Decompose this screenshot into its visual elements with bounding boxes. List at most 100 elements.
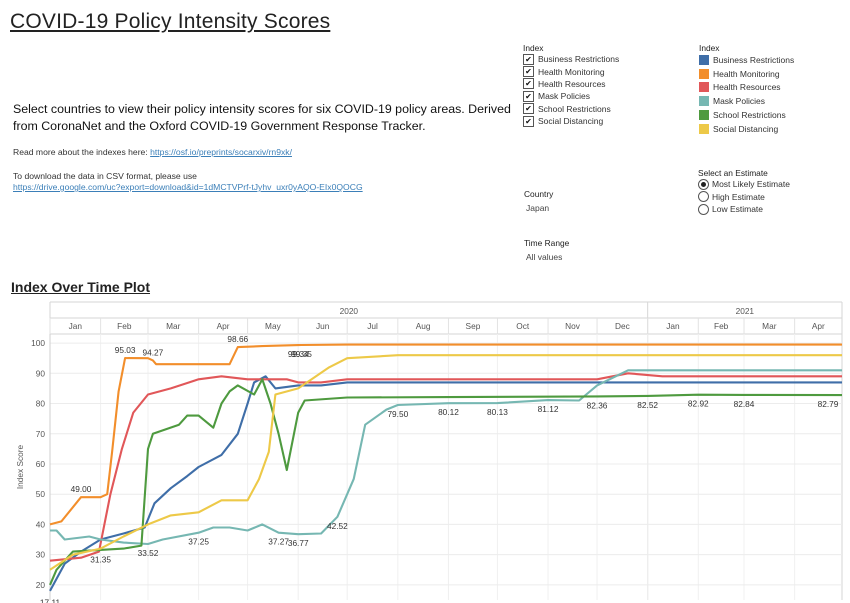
legend-label: Health Monitoring [713, 68, 780, 79]
radio-button[interactable] [698, 178, 709, 190]
legend-label: School Restrictions [713, 110, 786, 121]
data-label: 80.13 [487, 407, 508, 417]
month-label: Feb [714, 321, 729, 331]
checkbox-label: Health Monitoring [538, 66, 605, 77]
estimate-option[interactable]: High Estimate [698, 191, 790, 204]
series-line[interactable] [49, 372, 842, 562]
download-info: To download the data in CSV format, plea… [13, 171, 363, 193]
data-label: 82.36 [587, 400, 608, 410]
index-checkbox-row[interactable]: ✔ Health Monitoring [523, 65, 619, 78]
data-label: 42.52 [327, 521, 348, 531]
time-range-title: Time Range [524, 238, 570, 248]
legend-item[interactable]: Mask Policies [699, 94, 794, 108]
estimate-label: High Estimate [712, 191, 765, 202]
month-label: Apr [812, 321, 825, 331]
download-text: To download the data in CSV format, plea… [13, 171, 197, 181]
estimate-selector: Select an Estimate Most Likely Estimate H… [698, 168, 790, 216]
legend-label: Business Restrictions [713, 54, 795, 65]
series-line[interactable] [49, 378, 843, 586]
legend-title: Index [699, 43, 720, 53]
data-label: 99.34 [288, 349, 309, 359]
data-label: 95.03 [115, 345, 136, 355]
series-line[interactable] [49, 354, 842, 571]
legend-item[interactable]: Business Restrictions [699, 53, 794, 67]
checkbox-label: Social Distancing [538, 116, 604, 127]
data-label: 98.66 [227, 334, 248, 344]
checkbox[interactable]: ✔ [523, 115, 534, 127]
checkbox[interactable]: ✔ [523, 78, 534, 90]
country-filter[interactable]: Country Japan [524, 189, 553, 213]
month-label: May [265, 321, 282, 331]
legend-label: Social Distancing [713, 123, 779, 134]
year-label: 2020 [340, 306, 359, 316]
index-filter: Index ✔ Business Restrictions ✔ Health Moni… [523, 43, 619, 127]
read-more-text: Read more about the indexes here: [13, 147, 151, 157]
legend-label: Health Resources [713, 82, 781, 93]
y-tick-label: 90 [36, 368, 46, 378]
index-filter-title: Index [523, 43, 544, 53]
legend-item[interactable]: Health Resources [699, 81, 794, 95]
data-label: 37.25 [188, 537, 209, 547]
data-label: 33.52 [138, 548, 159, 558]
data-label: 82.84 [734, 399, 755, 409]
read-more: Read more about the indexes here: https:… [13, 147, 292, 157]
month-label: Jul [367, 321, 378, 331]
time-range-filter[interactable]: Time Range All values [524, 238, 569, 262]
data-label: 94.27 [142, 347, 163, 357]
plot-title: Index Over Time Plot [11, 279, 151, 295]
estimate-option[interactable]: Most Likely Estimate [698, 178, 790, 191]
year-label: 2021 [736, 306, 755, 316]
index-checkbox-row[interactable]: ✔ Business Restrictions [523, 53, 619, 65]
data-label: 31.35 [90, 555, 111, 565]
y-tick-label: 70 [36, 429, 46, 439]
paper-link[interactable]: https://osf.io/preprints/socarxiv/rn9xk/ [150, 147, 292, 157]
checkbox[interactable]: ✔ [523, 53, 534, 65]
page-title: COVID-19 Policy Intensity Scores [10, 10, 331, 33]
data-label: 81.12 [538, 404, 559, 414]
estimate-option[interactable]: Low Estimate [698, 203, 790, 216]
month-label: Jun [316, 321, 330, 331]
estimate-label: Most Likely Estimate [712, 179, 790, 190]
data-label: 37.27 [268, 537, 289, 547]
legend-label: Mask Policies [713, 96, 765, 107]
month-label: Sep [466, 321, 481, 331]
data-label: 79.50 [387, 409, 408, 419]
legend-swatch [699, 54, 709, 65]
data-label: 49.00 [71, 484, 92, 494]
data-label: 82.52 [637, 400, 658, 410]
series-line[interactable] [49, 375, 842, 592]
legend-item[interactable]: School Restrictions [699, 108, 794, 122]
data-label: 36.77 [288, 538, 309, 548]
y-tick-label: 60 [36, 459, 46, 469]
index-checkbox-row[interactable]: ✔ Social Distancing [523, 115, 619, 127]
data-label: 80.12 [438, 407, 459, 417]
radio-button[interactable] [698, 203, 709, 215]
y-tick-label: 50 [36, 489, 46, 499]
data-label: 17.11 [40, 598, 61, 603]
month-label: Jan [69, 321, 83, 331]
time-range-value[interactable]: All values [526, 252, 563, 262]
index-over-time-chart: 2020 2021 Jan Feb Mar Apr May Jun Jul Aug Sep Oct No… [15, 301, 843, 603]
index-checkbox-row[interactable]: ✔ Health Resources [523, 78, 619, 90]
index-checkbox-row[interactable]: ✔ School Restrictions [523, 103, 619, 115]
legend-item[interactable]: Health Monitoring [699, 67, 794, 81]
legend-swatch [699, 68, 709, 79]
data-label: 82.79 [818, 399, 839, 409]
estimate-label: Low Estimate [712, 204, 764, 215]
checkbox-label: Health Resources [538, 78, 606, 89]
checkbox[interactable]: ✔ [523, 90, 534, 102]
y-tick-label: 80 [36, 399, 46, 409]
legend-swatch [699, 110, 709, 121]
country-value[interactable]: Japan [526, 203, 550, 213]
index-checkbox-row[interactable]: ✔ Mask Policies [523, 90, 619, 102]
month-label: Nov [565, 321, 581, 331]
y-tick-label: 30 [36, 550, 46, 560]
checkbox[interactable]: ✔ [523, 66, 534, 78]
radio-button[interactable] [698, 191, 709, 203]
legend-item[interactable]: Social Distancing [699, 122, 794, 136]
legend-swatch [699, 96, 709, 107]
y-axis-title: Index Score [15, 444, 25, 489]
checkbox[interactable]: ✔ [523, 103, 534, 115]
series-line[interactable] [49, 343, 842, 526]
download-link[interactable]: https://drive.google.com/uc?export=downl… [13, 182, 363, 192]
